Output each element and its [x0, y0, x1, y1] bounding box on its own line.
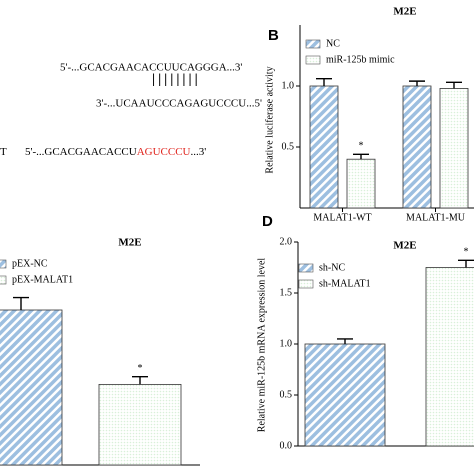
significance-mark: *: [464, 247, 469, 258]
chart-title: M2E: [393, 6, 416, 18]
legend-label: sh-NC: [319, 262, 345, 273]
bar: [98, 383, 182, 466]
y-tick-label: 0.5: [282, 141, 295, 152]
legend-swatch: [305, 55, 321, 65]
y-tick-label: 1.0: [280, 338, 293, 349]
mut-prefix: 5'-...GCACGAACACCU: [25, 146, 137, 158]
error-bar: [458, 259, 474, 268]
y-tick-label: 0.0: [280, 440, 293, 451]
error-bar: [132, 375, 148, 385]
mut-site: AGUCCCU: [137, 146, 191, 158]
legend-label: NC: [326, 38, 340, 49]
panel-label: D: [262, 213, 273, 230]
mut-line: T 5'-...GCACGAACACCUAGUCCCU...3': [0, 146, 206, 158]
legend-swatch: [305, 39, 321, 49]
mirna-sequence: 3'-...UCAAUCCCAGAGUCCCU...5': [96, 98, 262, 110]
mut-label: T: [0, 146, 7, 158]
y-tick-label: 2.0: [280, 236, 293, 247]
error-bar: [409, 80, 425, 86]
chart-title: M2E: [118, 237, 141, 249]
sequence-panel: 5'-...GCACGAACACCUUCAGGGA...3' |||||||| …: [0, 62, 262, 158]
error-bar: [316, 77, 332, 86]
y-tick-label: 1.0: [282, 80, 295, 91]
y-axis-label: Relative miR-125b mRNA expression level: [256, 258, 267, 433]
legend-swatch: [298, 263, 314, 273]
chart-panel: M2E D Relative miR-125b mRNA expression le…: [256, 213, 474, 451]
error-bar: [446, 81, 462, 89]
x-tick-label: MALAT1-WT: [313, 212, 371, 223]
legend-label: pEX-NC: [12, 258, 48, 269]
bar: [402, 85, 432, 209]
error-bar: [13, 296, 29, 310]
significance-mark: *: [138, 363, 143, 374]
chart-panel: M2E pEX-NC pEX-MALAT1 *: [0, 237, 200, 466]
x-tick-label: MALAT1-MU: [406, 212, 466, 223]
y-tick-label: 0.5: [280, 389, 293, 400]
error-bar: [353, 153, 369, 160]
pairing-bars: ||||||||: [152, 72, 201, 87]
y-axis-label: Relative luciferase activity: [264, 66, 275, 173]
legend-label: pEX-MALAT1: [12, 274, 73, 285]
error-bar: [337, 338, 353, 344]
significance-mark: *: [359, 141, 364, 152]
legend-swatch: [298, 279, 314, 289]
wt-sequence: 5'-...GCACGAACACCUUCAGGGA...3': [60, 62, 242, 74]
legend-label: sh-MALAT1: [319, 278, 371, 289]
legend-swatch: [0, 275, 7, 285]
bar: [439, 88, 469, 209]
chart-title: M2E: [393, 240, 416, 252]
chart-panel: M2E B Relative luciferase activity 0.5 1.0 NC…: [264, 6, 474, 223]
bar: [425, 267, 474, 447]
bar: [309, 85, 339, 209]
bar: [346, 158, 376, 209]
bar: [0, 309, 63, 466]
mut-suffix: ...3': [190, 146, 206, 158]
y-tick-label: 1.5: [280, 287, 293, 298]
legend-label: miR-125b mimic: [326, 54, 395, 65]
panel-label: B: [268, 27, 279, 44]
legend-swatch: [0, 259, 7, 269]
bar: [304, 343, 386, 447]
